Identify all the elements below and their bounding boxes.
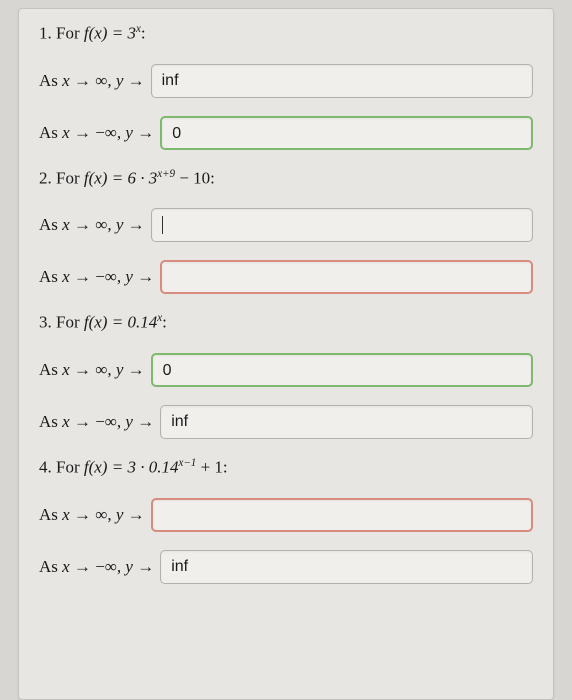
question-number: 2. [39, 168, 52, 187]
question-prefix: For [56, 24, 84, 43]
question-header-3: 3. For f(x) = 0.14x: [39, 312, 533, 333]
answer-input[interactable]: inf [151, 64, 533, 98]
question-prefix: For [56, 168, 84, 187]
answer-input[interactable] [151, 498, 533, 532]
answer-value: inf [162, 72, 179, 89]
question-suffix: − 10: [175, 168, 215, 187]
question-header-1: 1. For f(x) = 3x: [39, 23, 533, 44]
question-prefix: For [56, 313, 84, 332]
limit-row: As x → −∞, y → 0 [39, 116, 533, 150]
limit-label: As x → −∞, y → [39, 123, 154, 143]
limit-row: As x → ∞, y → [39, 498, 533, 532]
limit-label: As x → ∞, y → [39, 215, 145, 235]
answer-input[interactable] [151, 208, 533, 242]
question-exponent: x−1 [178, 457, 196, 469]
limit-label: As x → ∞, y → [39, 505, 145, 525]
question-number: 4. [39, 458, 52, 477]
question-header-4: 4. For f(x) = 3 · 0.14x−1 + 1: [39, 457, 533, 478]
question-function: f(x) = 6 · 3 [84, 168, 157, 187]
answer-input[interactable]: 0 [151, 353, 533, 387]
question-function: f(x) = 3 · 0.14 [84, 458, 179, 477]
limit-row: As x → ∞, y → inf [39, 64, 533, 98]
question-exponent: x+9 [157, 168, 175, 180]
limit-label: As x → −∞, y → [39, 412, 154, 432]
answer-input[interactable] [160, 260, 533, 294]
question-header-2: 2. For f(x) = 6 · 3x+9 − 10: [39, 168, 533, 189]
text-caret [162, 216, 163, 234]
question-suffix: : [162, 313, 167, 332]
question-function: f(x) = 0.14 [84, 313, 157, 332]
limit-label: As x → −∞, y → [39, 267, 154, 287]
answer-input[interactable]: inf [160, 550, 533, 584]
question-suffix: + 1: [196, 458, 227, 477]
limit-label: As x → −∞, y → [39, 557, 154, 577]
question-prefix: For [56, 458, 84, 477]
question-suffix: : [141, 24, 146, 43]
limit-label: As x → ∞, y → [39, 71, 145, 91]
limit-row: As x → ∞, y → [39, 208, 533, 242]
answer-value: 0 [163, 362, 172, 379]
answer-input[interactable]: 0 [160, 116, 533, 150]
answer-value: 0 [172, 125, 181, 142]
question-number: 3. [39, 313, 52, 332]
question-function: f(x) = 3 [84, 24, 136, 43]
answer-input[interactable]: inf [160, 405, 533, 439]
question-number: 1. [39, 24, 52, 43]
answer-value: inf [171, 413, 188, 430]
limit-row: As x → ∞, y → 0 [39, 353, 533, 387]
limit-label: As x → ∞, y → [39, 360, 145, 380]
limit-row: As x → −∞, y → inf [39, 550, 533, 584]
limit-row: As x → −∞, y → inf [39, 405, 533, 439]
question-card: 1. For f(x) = 3x:As x → ∞, y →infAs x → … [18, 8, 554, 700]
limit-row: As x → −∞, y → [39, 260, 533, 294]
answer-value: inf [171, 558, 188, 575]
